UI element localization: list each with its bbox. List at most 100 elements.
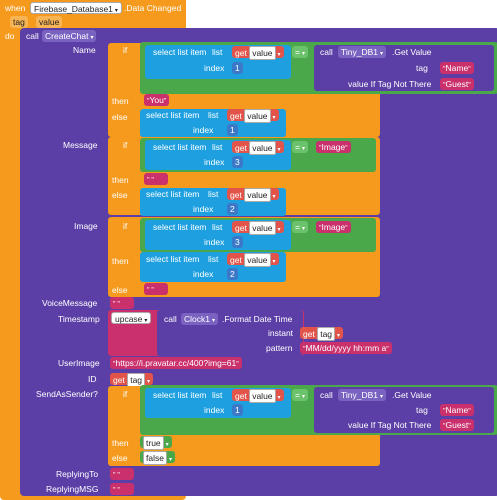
then-kw: then	[112, 438, 129, 448]
string-you[interactable]: "You"	[144, 94, 170, 106]
number-2[interactable]: 2	[227, 203, 238, 215]
bool-false[interactable]: false ▾	[140, 451, 175, 465]
select-list-item-kw: select list item	[153, 47, 207, 57]
else-kw: else	[112, 285, 128, 295]
index-kw: index	[204, 157, 225, 167]
list-kw: list	[212, 47, 223, 57]
list-kw: list	[212, 142, 223, 152]
when-label: when	[5, 3, 26, 13]
tinydb-dropdown[interactable]: Tiny_DB1 ▾	[338, 46, 387, 58]
call-kw: call	[320, 47, 333, 57]
bool-true[interactable]: true ▾	[140, 436, 172, 450]
value-if-tag-not-there-kw: value If Tag Not There	[348, 79, 432, 89]
arg-replyingto-label: ReplyingTo	[56, 469, 99, 479]
string-pattern[interactable]: "MM/dd/yyyy hh:mm a"	[300, 342, 392, 354]
clock-dropdown[interactable]: Clock1 ▾	[181, 313, 218, 325]
call-kw: call	[164, 314, 177, 324]
then-kw: then	[112, 96, 129, 106]
component-dropdown[interactable]: Firebase_Database1 ▾	[30, 2, 122, 14]
string-guest[interactable]: "Guest"	[440, 419, 474, 431]
number-1[interactable]: 1	[232, 62, 243, 74]
select-list-item-kw: select list item	[146, 110, 200, 120]
number-3[interactable]: 3	[232, 156, 243, 168]
eq-operator[interactable]: = ▾	[292, 46, 308, 58]
list-kw: list	[208, 254, 219, 264]
param-value[interactable]: value	[36, 16, 63, 28]
string-name[interactable]: "Name"	[440, 404, 474, 416]
select-list-item-kw: select list item	[146, 254, 200, 264]
if-kw: if	[123, 140, 128, 150]
upcase-dropdown[interactable]: upcase ▾	[111, 312, 152, 324]
index-kw: index	[193, 204, 214, 214]
param-tag[interactable]: tag	[10, 16, 28, 28]
procedure-dropdown[interactable]: CreateChat ▾	[42, 30, 97, 42]
index-kw: index	[204, 63, 225, 73]
call-label: call	[26, 31, 39, 41]
list-kw: list	[208, 189, 219, 199]
arg-replyingmsg-label: ReplyingMSG	[46, 484, 99, 494]
else-kw: else	[112, 112, 128, 122]
number-2[interactable]: 2	[227, 268, 238, 280]
if-kw: if	[123, 45, 128, 55]
else-kw: else	[112, 190, 128, 200]
event-name: .Data Changed	[124, 3, 182, 13]
if-kw: if	[123, 389, 128, 399]
string-image[interactable]: "Image"	[316, 221, 351, 233]
select-list-item-kw: select list item	[153, 222, 207, 232]
arg-voicemessage-label: VoiceMessage	[42, 298, 98, 308]
format-datetime-method: .Format Date Time	[222, 314, 293, 324]
string-empty[interactable]: " "	[110, 468, 134, 480]
instant-kw: instant	[268, 328, 294, 338]
list-kw: list	[212, 222, 223, 232]
get-tag-block[interactable]: get tag ▾	[300, 327, 344, 341]
arg-userimage-label: UserImage	[58, 358, 100, 368]
arg-message-label: Message	[63, 140, 98, 150]
string-empty[interactable]: " "	[110, 297, 134, 309]
eq-operator[interactable]: = ▾	[292, 389, 308, 401]
number-3[interactable]: 3	[232, 236, 243, 248]
eq-operator[interactable]: = ▾	[292, 141, 308, 153]
string-empty[interactable]: " "	[144, 173, 168, 185]
select-list-item-kw: select list item	[153, 390, 207, 400]
string-empty[interactable]: " "	[144, 283, 168, 295]
value-if-tag-not-there-kw: value If Tag Not There	[348, 420, 432, 430]
get-value-method: .Get Value	[392, 47, 432, 57]
eq-operator[interactable]: = ▾	[292, 221, 308, 233]
get-value-method: .Get Value	[392, 390, 432, 400]
tinydb-dropdown[interactable]: Tiny_DB1 ▾	[338, 389, 387, 401]
else-kw: else	[112, 453, 128, 463]
get-value-block[interactable]: get value ▾	[227, 188, 279, 202]
get-tag-block[interactable]: get tag ▾	[110, 373, 154, 387]
list-kw: list	[212, 390, 223, 400]
do-label: do	[5, 31, 15, 41]
string-name[interactable]: "Name"	[440, 62, 474, 74]
string-empty[interactable]: " "	[110, 483, 134, 495]
arg-sendassender-label: SendAsSender?	[36, 389, 98, 399]
pattern-kw: pattern	[266, 343, 293, 353]
select-list-item-kw: select list item	[153, 142, 207, 152]
arg-image-label: Image	[74, 221, 98, 231]
get-value-block[interactable]: get value ▾	[227, 109, 279, 123]
get-value-block[interactable]: get value ▾	[232, 221, 284, 235]
then-kw: then	[112, 256, 129, 266]
tag-kw: tag	[416, 405, 428, 415]
get-value-block[interactable]: get value ▾	[232, 141, 284, 155]
arg-id-label: ID	[88, 374, 97, 384]
string-guest[interactable]: "Guest"	[440, 78, 474, 90]
number-1[interactable]: 1	[227, 124, 238, 136]
get-value-block[interactable]: get value ▾	[232, 46, 284, 60]
if-kw: if	[123, 221, 128, 231]
index-kw: index	[204, 405, 225, 415]
string-avatar-url[interactable]: "https://i.pravatar.cc/400?img=61"	[110, 357, 242, 369]
arg-name-label: Name	[73, 45, 96, 55]
get-value-block[interactable]: get value ▾	[232, 389, 284, 403]
get-value-block[interactable]: get value ▾	[227, 253, 279, 267]
select-list-item-kw: select list item	[146, 189, 200, 199]
string-image[interactable]: "Image"	[316, 141, 351, 153]
then-kw: then	[112, 175, 129, 185]
list-kw: list	[208, 110, 219, 120]
arg-timestamp-label: Timestamp	[58, 314, 100, 324]
tag-kw: tag	[416, 63, 428, 73]
call-kw: call	[320, 390, 333, 400]
number-1[interactable]: 1	[232, 404, 243, 416]
